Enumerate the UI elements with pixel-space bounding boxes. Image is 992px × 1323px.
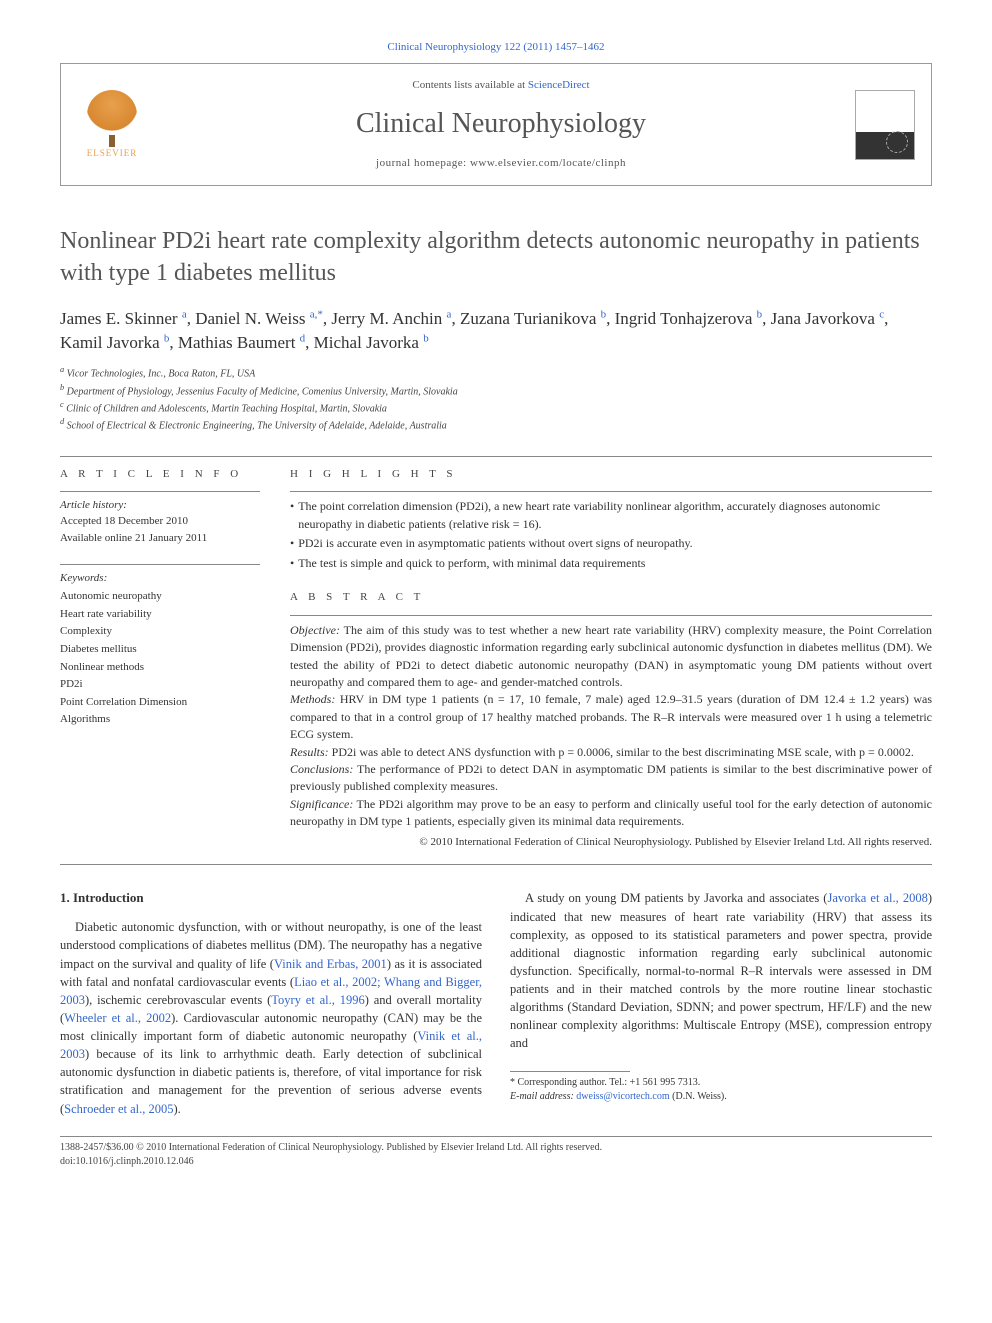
highlights-label: H I G H L I G H T S	[290, 467, 932, 482]
intro-paragraph-2: A study on young DM patients by Javorka …	[510, 889, 932, 1052]
email-link[interactable]: dweiss@vicortech.com	[576, 1091, 669, 1102]
divider	[290, 491, 932, 492]
article-title: Nonlinear PD2i heart rate complexity alg…	[60, 226, 932, 288]
corresponding-author-footnote: * Corresponding author. Tel.: +1 561 995…	[510, 1076, 932, 1104]
citation-link[interactable]: Schroeder et al., 2005	[64, 1102, 173, 1116]
divider	[60, 456, 932, 457]
abstract-conclusions: Conclusions: The performance of PD2i to …	[290, 761, 932, 796]
text-run: A study on young DM patients by Javorka …	[525, 891, 827, 905]
author-list: James E. Skinner a, Daniel N. Weiss a,*,…	[60, 307, 932, 355]
intro-paragraph-1: Diabetic autonomic dysfunction, with or …	[60, 918, 482, 1117]
footer-doi: doi:10.1016/j.clinph.2010.12.046	[60, 1155, 932, 1169]
divider	[60, 564, 260, 565]
citation-link[interactable]: Toyry et al., 1996	[271, 993, 364, 1007]
article-history: Accepted 18 December 2010 Available onli…	[60, 513, 260, 546]
text-run: ).	[174, 1102, 181, 1116]
sciencedirect-link[interactable]: ScienceDirect	[528, 79, 590, 91]
text-run: ), ischemic cerebrovascular events (	[85, 993, 271, 1007]
abstract-results: Results: PD2i was able to detect ANS dys…	[290, 744, 932, 761]
elsevier-tree-icon	[87, 90, 137, 140]
journal-reference: Clinical Neurophysiology 122 (2011) 1457…	[60, 40, 932, 55]
article-info-label: A R T I C L E I N F O	[60, 467, 260, 482]
text-run: ) indicated that new measures of heart r…	[510, 891, 932, 1050]
abstract-copyright: © 2010 International Federation of Clini…	[290, 835, 932, 851]
elsevier-logo: ELSEVIER	[77, 90, 147, 160]
contents-prefix: Contents lists available at	[412, 79, 527, 91]
citation-link[interactable]: Javorka et al., 2008	[827, 891, 927, 905]
journal-title: Clinical Neurophysiology	[147, 105, 855, 143]
contents-available-line: Contents lists available at ScienceDirec…	[147, 78, 855, 93]
abstract-significance: Significance: The PD2i algorithm may pro…	[290, 796, 932, 831]
page-footer: 1388-2457/$36.00 © 2010 International Fe…	[60, 1141, 932, 1169]
highlights-list: •The point correlation dimension (PD2i),…	[290, 498, 932, 572]
corresponding-email-line: E-mail address: dweiss@vicortech.com (D.…	[510, 1090, 932, 1104]
abstract-label: A B S T R A C T	[290, 590, 932, 605]
corresponding-tel: * Corresponding author. Tel.: +1 561 995…	[510, 1076, 932, 1090]
elsevier-label: ELSEVIER	[87, 147, 138, 159]
citation-link[interactable]: Wheeler et al., 2002	[64, 1011, 171, 1025]
online-date: Available online 21 January 2011	[60, 530, 260, 547]
abstract-objective: Objective: The aim of this study was to …	[290, 622, 932, 692]
article-body: 1. Introduction Diabetic autonomic dysfu…	[60, 889, 932, 1117]
journal-header-box: ELSEVIER Contents lists available at Sci…	[60, 63, 932, 186]
email-suffix: (D.N. Weiss).	[670, 1091, 727, 1102]
keywords-label: Keywords:	[60, 571, 260, 586]
divider	[60, 864, 932, 865]
divider	[290, 615, 932, 616]
footnote-rule	[510, 1071, 630, 1072]
affiliation-list: a Vicor Technologies, Inc., Boca Raton, …	[60, 364, 932, 433]
abstract-body: Objective: The aim of this study was to …	[290, 622, 932, 851]
footer-copyright: 1388-2457/$36.00 © 2010 International Fe…	[60, 1141, 932, 1155]
introduction-heading: 1. Introduction	[60, 889, 482, 908]
text-run: ) because	[85, 1047, 143, 1061]
journal-cover-icon	[855, 90, 915, 160]
divider	[60, 491, 260, 492]
article-history-label: Article history:	[60, 498, 260, 513]
journal-homepage-line: journal homepage: www.elsevier.com/locat…	[147, 156, 855, 171]
footer-rule	[60, 1136, 932, 1137]
accepted-date: Accepted 18 December 2010	[60, 513, 260, 530]
citation-link[interactable]: Vinik and Erbas, 2001	[274, 957, 387, 971]
abstract-methods: Methods: HRV in DM type 1 patients (n = …	[290, 691, 932, 743]
email-label: E-mail address:	[510, 1091, 576, 1102]
keywords-list: Autonomic neuropathyHeart rate variabili…	[60, 588, 260, 729]
